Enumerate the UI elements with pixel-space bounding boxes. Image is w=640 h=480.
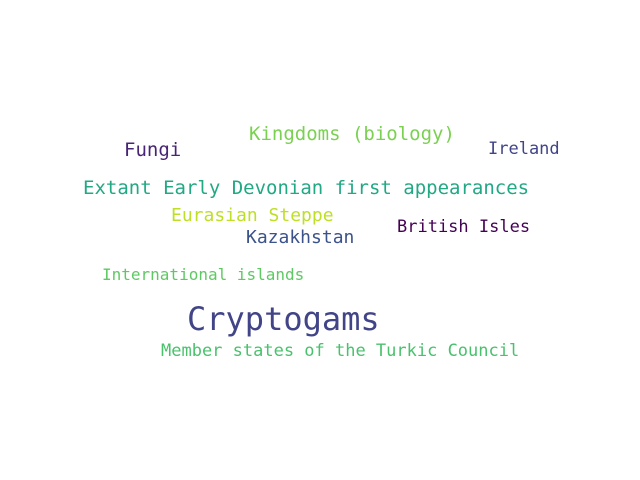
word-fungi: Fungi — [124, 139, 182, 161]
word-cryptogams: Cryptogams — [187, 300, 380, 338]
word-international-islands: International islands — [102, 265, 305, 284]
word-ireland: Ireland — [488, 139, 560, 159]
word-kingdoms-biology: Kingdoms (biology) — [249, 123, 455, 145]
word-british-isles: British Isles — [397, 217, 531, 237]
word-eurasian-steppe: Eurasian Steppe — [171, 205, 334, 226]
word-extant-early-devonian: Extant Early Devonian first appearances — [83, 177, 530, 199]
word-kazakhstan: Kazakhstan — [246, 227, 355, 248]
word-turkic-council: Member states of the Turkic Council — [161, 341, 520, 361]
